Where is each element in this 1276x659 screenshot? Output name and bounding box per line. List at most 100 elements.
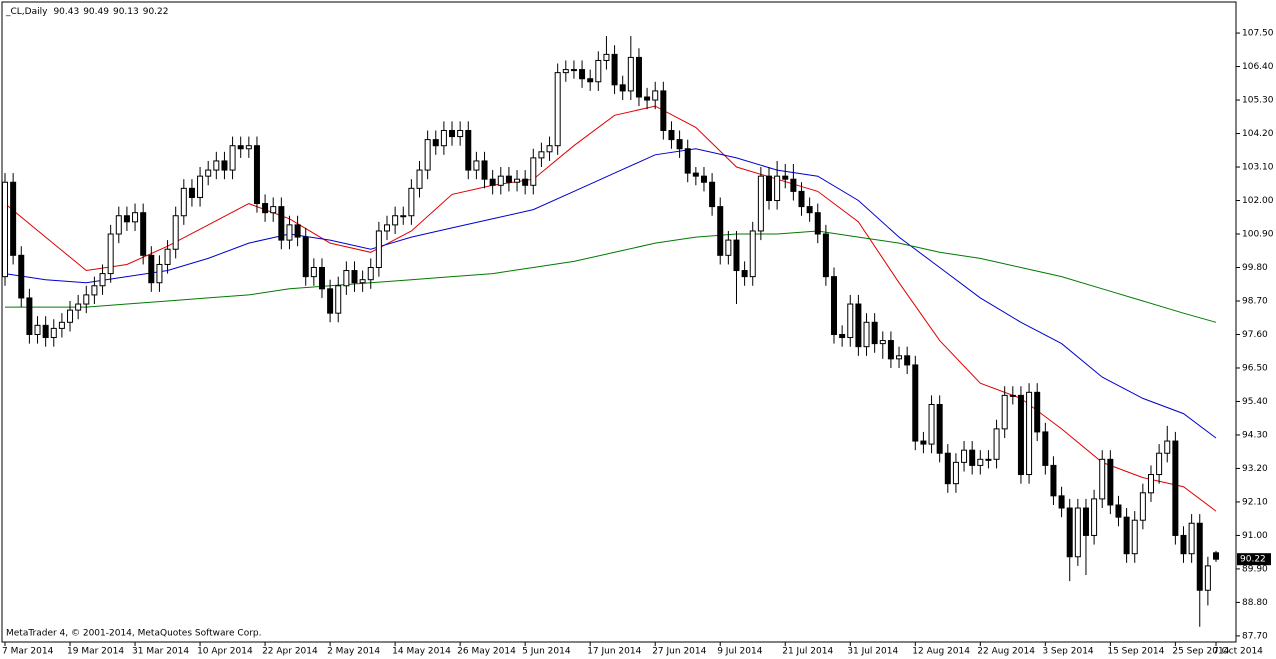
candle-body [538, 151, 545, 159]
x-tick-label: 12 Aug 2014 [912, 647, 970, 657]
candle-body [595, 59, 602, 83]
candle-body [213, 160, 220, 171]
x-tick-label: 2 May 2014 [327, 647, 380, 657]
candle-body [514, 178, 521, 183]
candle-body [1034, 391, 1041, 433]
candle-body [18, 254, 25, 299]
candle-body [1026, 391, 1033, 476]
x-tick-label: 27 Jun 2014 [652, 647, 706, 657]
candle-body [668, 129, 675, 141]
y-tick-label: 88.80 [1242, 598, 1268, 608]
candle-body [871, 321, 878, 345]
y-tick-label: 91.00 [1242, 531, 1268, 541]
candle-body [367, 266, 374, 281]
price-label-box [1237, 553, 1271, 566]
candle-body [562, 69, 569, 74]
last-open: 90.43 [53, 7, 79, 17]
candle-body [400, 215, 407, 218]
candle-body [1107, 458, 1114, 506]
candle-body [26, 297, 33, 335]
candle-body [692, 172, 699, 177]
candle-body [172, 215, 179, 250]
x-tick-label: 9 Jul 2014 [717, 647, 762, 657]
x-tick-label: 31 Mar 2014 [132, 647, 189, 657]
candle-body [58, 321, 65, 329]
candle-body [343, 270, 350, 287]
candle-body [148, 254, 155, 284]
candle-body [262, 203, 269, 214]
candle-body [652, 90, 659, 101]
candle-body [237, 145, 244, 150]
candle-body [67, 309, 74, 323]
candle-body [627, 56, 634, 92]
y-tick-label: 106.40 [1242, 62, 1274, 72]
candle-body [570, 69, 577, 72]
candle-body [107, 233, 114, 275]
y-tick-label: 98.70 [1242, 296, 1268, 306]
y-tick-label: 87.70 [1242, 631, 1268, 641]
candle-body [327, 288, 334, 314]
candle-body [473, 160, 480, 171]
x-tick-label: 25 Sep 2014 [1172, 647, 1229, 657]
candle-body [245, 145, 252, 150]
candle-body [1001, 394, 1008, 430]
y-tick-label: 97.60 [1242, 330, 1268, 340]
candle-body [302, 236, 309, 278]
x-tick-label: 7 Oct 2014 [1213, 647, 1263, 657]
candle-body [1099, 458, 1106, 500]
candle-body [920, 440, 927, 445]
candle-body [1050, 464, 1057, 497]
candle-body [684, 148, 691, 174]
candle-body [879, 340, 886, 345]
candle-body [286, 224, 293, 241]
price-label: 90.22 [1240, 555, 1266, 565]
candle-body [310, 266, 317, 278]
candle-body [351, 270, 358, 284]
candle-body [1074, 507, 1081, 558]
candle-body [822, 233, 829, 278]
candle-body [1172, 440, 1179, 536]
candle-body [985, 458, 992, 461]
candle-body [91, 285, 98, 296]
candle-body [847, 303, 854, 339]
candle-body [798, 190, 805, 208]
candle-body [1017, 394, 1024, 476]
candle-body [229, 145, 236, 171]
x-tick-label: 7 Mar 2014 [2, 647, 54, 657]
x-tick-label: 5 Jun 2014 [522, 647, 571, 657]
candle-body [449, 129, 456, 138]
copyright: MetaTrader 4, © 2001-2014, MetaQuotes So… [6, 629, 262, 639]
y-tick-label: 103.10 [1242, 163, 1274, 173]
candle-body [335, 285, 342, 314]
candle-body [408, 187, 415, 217]
candle-body [99, 273, 106, 287]
candle-body [660, 90, 667, 131]
y-tick-label: 96.50 [1242, 363, 1268, 373]
candle-body [457, 129, 464, 138]
candle-body [806, 206, 813, 214]
candle-body [644, 96, 651, 101]
candle-body [489, 178, 496, 186]
candle-body [522, 178, 529, 186]
candle-body [416, 169, 423, 189]
candle-body [1204, 565, 1211, 591]
candle-body [546, 145, 553, 153]
candle-body [993, 428, 1000, 460]
candle-body [530, 157, 537, 186]
candle-body [554, 72, 561, 147]
plot-frame [1, 1, 1237, 643]
candle-body [75, 303, 82, 311]
candle-body [278, 206, 285, 241]
candle-body [1009, 394, 1016, 397]
candle-body [863, 321, 870, 348]
candle-body [375, 230, 382, 268]
y-tick-label: 89.90 [1242, 564, 1268, 574]
candle-body [1058, 495, 1065, 509]
x-tick-label: 22 Aug 2014 [977, 647, 1035, 657]
y-tick-label: 94.30 [1242, 430, 1268, 440]
candle-body [774, 175, 781, 202]
candle-body [115, 215, 122, 235]
candle-body [180, 187, 187, 217]
candle-body [188, 187, 195, 198]
